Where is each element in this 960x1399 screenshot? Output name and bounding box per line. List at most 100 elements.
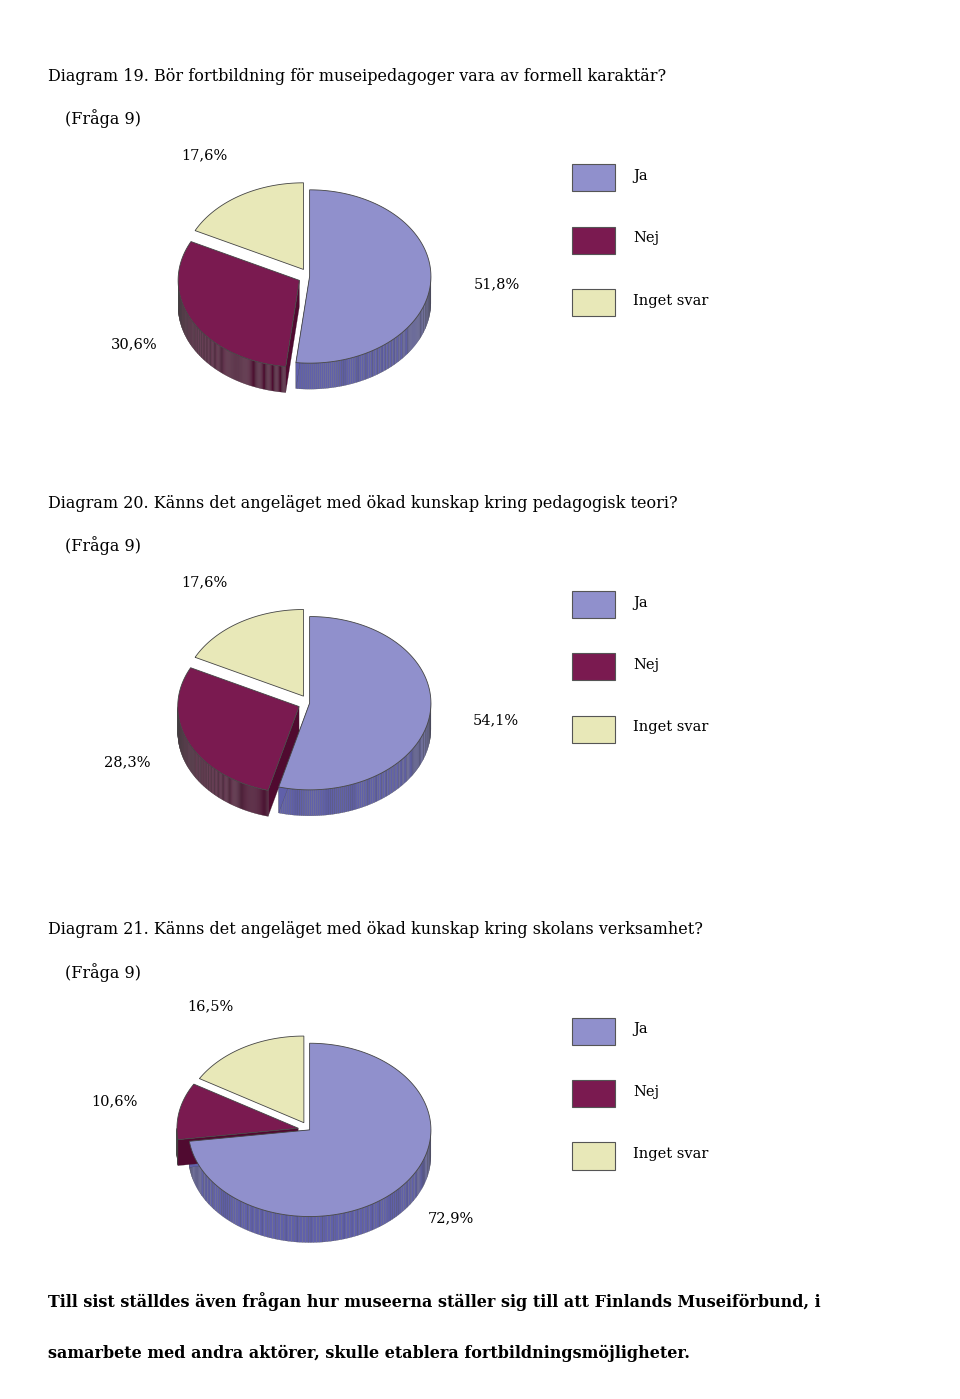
Polygon shape <box>277 365 278 392</box>
Polygon shape <box>311 790 314 816</box>
Polygon shape <box>251 786 252 813</box>
Polygon shape <box>229 1195 231 1223</box>
Polygon shape <box>305 790 307 816</box>
Polygon shape <box>249 360 250 386</box>
Polygon shape <box>228 1193 229 1221</box>
Polygon shape <box>391 340 393 367</box>
FancyBboxPatch shape <box>572 1080 614 1107</box>
Polygon shape <box>394 764 396 792</box>
Polygon shape <box>367 1205 370 1233</box>
Polygon shape <box>254 1207 257 1234</box>
Polygon shape <box>399 333 401 361</box>
Polygon shape <box>410 1177 412 1205</box>
Polygon shape <box>260 362 262 389</box>
Polygon shape <box>265 364 266 390</box>
Polygon shape <box>250 360 251 386</box>
Polygon shape <box>296 277 309 389</box>
Polygon shape <box>323 1216 324 1242</box>
Polygon shape <box>214 1184 216 1210</box>
Polygon shape <box>345 786 347 813</box>
Polygon shape <box>335 361 337 388</box>
Polygon shape <box>383 771 384 799</box>
Polygon shape <box>414 320 415 347</box>
Polygon shape <box>210 1179 212 1207</box>
Polygon shape <box>189 1130 309 1167</box>
Polygon shape <box>247 358 248 385</box>
Polygon shape <box>300 362 301 389</box>
Polygon shape <box>296 190 431 364</box>
Polygon shape <box>343 360 345 386</box>
Polygon shape <box>405 1182 407 1209</box>
Polygon shape <box>264 364 265 389</box>
Polygon shape <box>200 1167 201 1193</box>
Polygon shape <box>403 1184 405 1210</box>
Polygon shape <box>339 1213 342 1240</box>
Polygon shape <box>381 772 383 799</box>
Polygon shape <box>354 1210 357 1237</box>
Polygon shape <box>367 353 369 379</box>
Polygon shape <box>370 1205 372 1231</box>
Polygon shape <box>374 775 376 803</box>
Polygon shape <box>250 1205 252 1233</box>
Polygon shape <box>415 1171 416 1199</box>
Polygon shape <box>212 1182 214 1209</box>
Polygon shape <box>395 1191 396 1219</box>
Text: 28,3%: 28,3% <box>105 755 151 769</box>
Polygon shape <box>390 340 391 368</box>
Polygon shape <box>385 343 387 371</box>
Polygon shape <box>292 1216 295 1242</box>
Text: Ja: Ja <box>633 169 648 183</box>
Polygon shape <box>178 1128 299 1165</box>
Polygon shape <box>362 354 364 381</box>
Polygon shape <box>254 361 255 388</box>
Polygon shape <box>260 789 261 814</box>
Polygon shape <box>338 788 340 813</box>
Polygon shape <box>360 782 362 809</box>
Polygon shape <box>284 367 286 393</box>
Polygon shape <box>311 1217 314 1242</box>
Text: (Fråga 9): (Fråga 9) <box>65 109 141 129</box>
Polygon shape <box>347 1212 349 1238</box>
Polygon shape <box>411 323 412 351</box>
Polygon shape <box>398 761 399 789</box>
Polygon shape <box>287 788 289 814</box>
Polygon shape <box>341 360 343 386</box>
Polygon shape <box>277 1213 280 1240</box>
Polygon shape <box>412 322 413 350</box>
Polygon shape <box>178 667 300 790</box>
Polygon shape <box>196 1161 197 1188</box>
Polygon shape <box>276 365 277 392</box>
Polygon shape <box>255 788 256 814</box>
Polygon shape <box>312 364 314 389</box>
Polygon shape <box>379 347 380 374</box>
Text: Inget svar: Inget svar <box>633 720 708 734</box>
Polygon shape <box>350 358 352 385</box>
Polygon shape <box>398 1188 400 1216</box>
Polygon shape <box>257 362 258 388</box>
Polygon shape <box>375 348 377 375</box>
Polygon shape <box>334 788 336 814</box>
Polygon shape <box>216 1185 217 1212</box>
Polygon shape <box>282 367 283 392</box>
Polygon shape <box>386 769 388 796</box>
Polygon shape <box>267 1212 270 1238</box>
Polygon shape <box>327 1216 330 1241</box>
Polygon shape <box>248 785 249 811</box>
Polygon shape <box>264 789 265 816</box>
Polygon shape <box>259 362 260 389</box>
Polygon shape <box>388 768 389 796</box>
Polygon shape <box>332 788 334 814</box>
Polygon shape <box>389 768 391 795</box>
Polygon shape <box>280 1214 283 1241</box>
Polygon shape <box>310 364 312 389</box>
Polygon shape <box>339 360 341 386</box>
Polygon shape <box>269 364 270 390</box>
Polygon shape <box>393 765 394 793</box>
Polygon shape <box>386 1196 388 1223</box>
FancyBboxPatch shape <box>572 165 614 192</box>
Polygon shape <box>423 1158 424 1186</box>
Polygon shape <box>295 1216 297 1242</box>
FancyBboxPatch shape <box>572 592 614 618</box>
Polygon shape <box>195 610 303 697</box>
Polygon shape <box>330 789 332 814</box>
